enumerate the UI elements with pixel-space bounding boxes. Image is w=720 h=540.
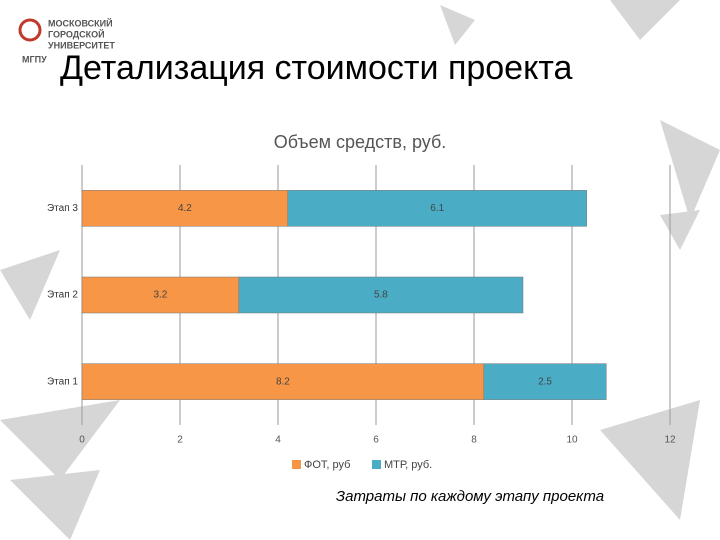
logo: МОСКОВСКИЙ ГОРОДСКОЙ УНИВЕРСИТЕТ МГПУ [18,17,115,64]
logo-line: МОСКОВСКИЙ [48,17,113,28]
x-tick-label: 2 [177,435,183,446]
y-tick-label: Этап 2 [47,290,78,301]
legend-label: ФОТ, руб [304,459,350,471]
logo-line: ГОРОДСКОЙ [48,28,105,39]
x-tick-label: 4 [275,435,281,446]
logo-line: МГПУ [22,54,47,64]
x-tick-label: 12 [664,435,676,446]
x-tick-label: 0 [79,435,85,446]
legend-label: МТР, руб. [384,459,432,471]
logo-mark [18,18,42,42]
data-label: 3.2 [153,290,167,301]
data-label: 8.2 [276,376,290,387]
bar [81,276,240,314]
caption: Затраты по каждому этапу проекта [336,488,604,505]
y-tick-label: Этап 3 [47,203,78,214]
x-tick-label: 10 [566,435,578,446]
chart-title: Объем средств, руб. [274,132,447,152]
data-label: 5.8 [374,290,388,301]
logo-line: УНИВЕРСИТЕТ [48,40,115,50]
x-tick-label: 8 [471,435,477,446]
bar [238,276,524,314]
slide-title: Детализация стоимости проекта [60,49,573,87]
y-tick-label: Этап 1 [47,376,78,387]
bar [483,363,607,400]
legend-swatch [292,460,301,469]
bar [287,190,587,227]
x-tick-label: 6 [373,435,379,446]
data-label: 4.2 [178,203,192,214]
data-label: 2.5 [538,376,552,387]
data-label: 6.1 [430,203,444,214]
legend-swatch [372,460,381,469]
bar [81,363,485,400]
